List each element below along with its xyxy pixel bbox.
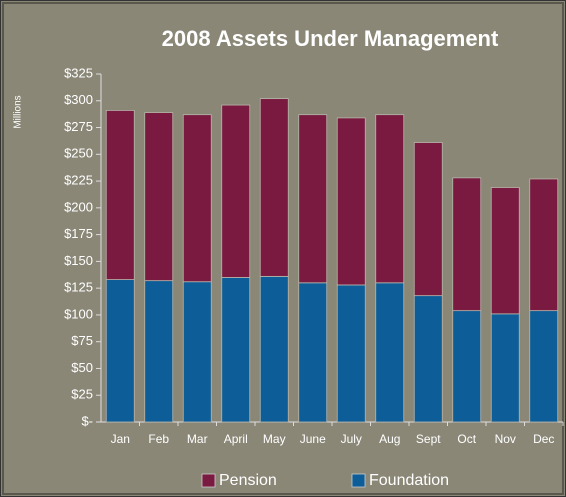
legend-swatch <box>201 473 216 488</box>
bar <box>336 117 366 286</box>
bar <box>105 110 135 280</box>
x-tick-label: Feb <box>148 432 169 446</box>
y-tick-label: $175 <box>64 226 93 241</box>
y-tick-label: $- <box>81 413 93 428</box>
bar <box>529 310 559 423</box>
x-tick-label: Mar <box>187 432 208 446</box>
bar <box>182 114 212 283</box>
y-axis-label: Millions <box>13 95 24 128</box>
bar <box>144 112 174 282</box>
x-tick-label: April <box>224 432 248 446</box>
bar <box>259 98 289 277</box>
y-tick-label: $325 <box>64 65 93 80</box>
bar <box>375 114 405 284</box>
x-tick-label: May <box>263 432 286 446</box>
legend-label: Pension <box>219 472 277 489</box>
y-tick-label: $25 <box>71 387 93 402</box>
bar <box>144 280 174 423</box>
x-tick-label: July <box>341 432 362 446</box>
y-tick-label: $225 <box>64 173 93 188</box>
bar <box>490 313 520 423</box>
chart-title: 2008 Assets Under Management <box>162 26 499 51</box>
legend-swatch <box>351 473 366 488</box>
y-tick-label: $125 <box>64 280 93 295</box>
bar <box>375 282 405 423</box>
x-tick-label: Nov <box>495 432 516 446</box>
x-tick-label: Dec <box>533 432 554 446</box>
y-tick-label: $75 <box>71 333 93 348</box>
legend-label: Foundation <box>369 472 449 489</box>
bar <box>221 277 251 423</box>
bar <box>452 177 482 312</box>
bar <box>259 275 289 423</box>
bar <box>182 281 212 423</box>
y-tick-label: $50 <box>71 360 93 375</box>
y-tick-label: $275 <box>64 119 93 134</box>
bar <box>298 282 328 423</box>
bar <box>336 284 366 423</box>
bar <box>298 114 328 284</box>
y-tick-label: $300 <box>64 92 93 107</box>
x-tick-label: Aug <box>379 432 400 446</box>
y-tick-label: $100 <box>64 306 93 321</box>
x-tick-label: June <box>300 432 326 446</box>
x-tick-label: Jan <box>111 432 130 446</box>
x-tick-label: Sept <box>416 432 441 446</box>
bar <box>221 104 251 278</box>
bar <box>452 310 482 423</box>
y-tick-label: $250 <box>64 146 93 161</box>
bar <box>105 279 135 423</box>
x-tick-label: Oct <box>457 432 476 446</box>
bar <box>413 142 443 297</box>
bar <box>413 295 443 423</box>
bar <box>490 187 520 315</box>
y-tick-label: $150 <box>64 253 93 268</box>
bar <box>529 178 559 312</box>
y-tick-label: $200 <box>64 199 93 214</box>
